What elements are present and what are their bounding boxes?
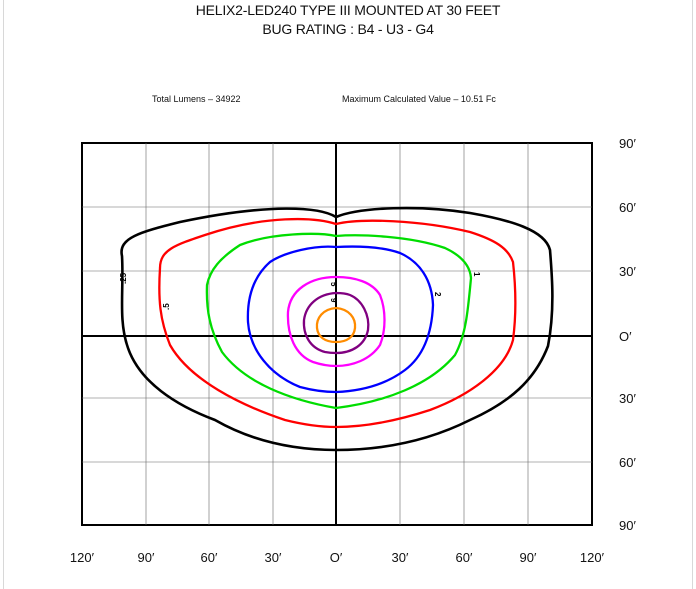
y-tick-label: 30′: [619, 391, 636, 406]
page-border-right: [692, 0, 693, 589]
x-tick-label: 90′: [138, 550, 155, 565]
contour-label: .25: [119, 272, 128, 284]
y-tick-label: 60′: [619, 200, 636, 215]
x-tick-label: 60′: [201, 550, 218, 565]
contour-lines: [120, 206, 554, 452]
x-tick-label: 120′: [70, 550, 95, 565]
contour-label: 5: [329, 282, 338, 287]
contour-0-25: [120, 206, 554, 452]
contour-labels: .25 .5 1 2 5 9: [119, 272, 481, 310]
x-tick-label: 60′: [456, 550, 473, 565]
contour-label: 2: [433, 292, 442, 297]
y-tick-label: 60′: [619, 455, 636, 470]
y-tick-label: 90′: [619, 136, 636, 151]
contour-max: [315, 306, 357, 344]
contour-2: [246, 245, 435, 394]
contour-9: [302, 291, 370, 355]
contour-label: .5: [162, 303, 171, 310]
contour-label: 9: [329, 298, 338, 303]
plot-grid: [81, 142, 593, 526]
bug-rating: BUG RATING : B4 - U3 - G4: [262, 21, 434, 37]
contour-1: [205, 232, 473, 410]
x-tick-label: 30′: [265, 550, 282, 565]
contour-0-5: [158, 217, 517, 429]
y-tick-label: 90′: [619, 518, 636, 533]
x-tick-label: O′: [330, 550, 343, 565]
max-calculated-value: Maximum Calculated Value – 10.51 Fc: [342, 94, 496, 104]
x-axis-ticks: 120′ 90′ 60′ 30′ O′ 30′ 60′ 90′ 120′: [70, 550, 605, 565]
y-tick-label: O′: [619, 329, 632, 344]
x-tick-label: 90′: [520, 550, 537, 565]
contour-5: [286, 275, 386, 368]
contour-label: 1: [472, 272, 481, 277]
diagram-title: HELIX2-LED240 TYPE III MOUNTED AT 30 FEE…: [195, 2, 501, 18]
y-axis-ticks: 90′ 60′ 30′ O′ 30′ 60′ 90′: [619, 136, 636, 533]
x-tick-label: 30′: [392, 550, 409, 565]
page-border-left: [3, 0, 4, 589]
total-lumens: Total Lumens – 34922: [152, 94, 241, 104]
y-tick-label: 30′: [619, 264, 636, 279]
x-tick-label: 120′: [580, 550, 605, 565]
